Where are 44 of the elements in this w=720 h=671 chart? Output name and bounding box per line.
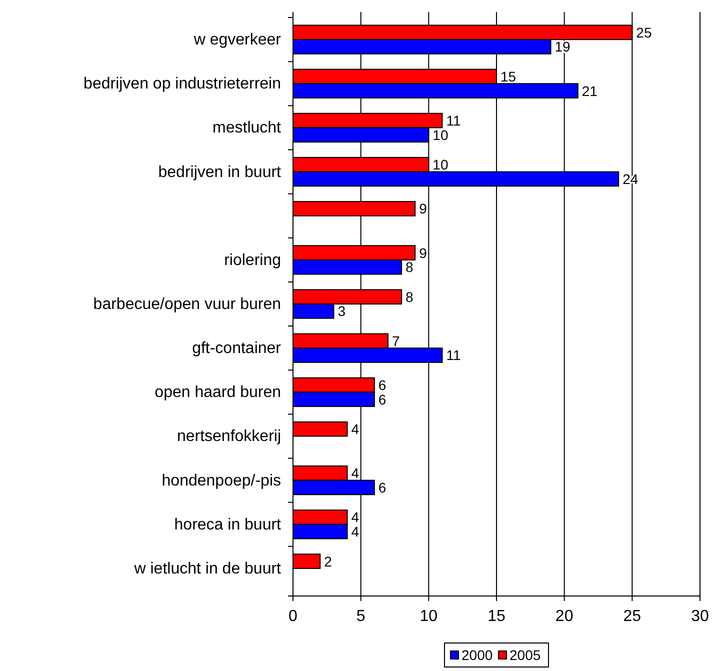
- data-label: 4: [351, 524, 360, 540]
- y-tick-label: w ietlucht in de buurt: [133, 560, 282, 578]
- data-label: 6: [378, 391, 386, 408]
- data-label: 21: [582, 82, 598, 99]
- x-tick-label: 10: [420, 608, 438, 625]
- data-label: 10: [432, 156, 448, 173]
- data-label: 4: [351, 509, 360, 526]
- data-label: 15: [500, 68, 516, 84]
- data-label: 9: [419, 244, 428, 261]
- y-tick-label: bedrijven op industrieterrein: [84, 76, 281, 93]
- x-tick-label: 15: [488, 608, 506, 625]
- data-label: 6: [378, 376, 386, 393]
- bar: [292, 554, 321, 569]
- y-tick-label: w egverkeer: [192, 32, 282, 49]
- x-tick-label: 20: [555, 608, 574, 625]
- y-tick-label: nertsenfokkerij: [176, 428, 281, 446]
- data-label: 3: [338, 303, 346, 320]
- bar: [292, 421, 348, 437]
- x-tick-label: 25: [623, 608, 642, 625]
- data-label: 11: [446, 112, 461, 129]
- data-label: 8: [406, 288, 414, 305]
- x-tick-label: 5: [356, 608, 366, 625]
- data-label: 7: [392, 332, 400, 349]
- data-label: 6: [378, 479, 386, 496]
- y-tick-label: mestlucht: [212, 120, 282, 137]
- x-tick-label: 30: [691, 608, 709, 625]
- y-tick-label: hondenpoep/-pis: [162, 472, 281, 490]
- y-tick-label: riolering: [224, 252, 281, 269]
- data-label: 8: [406, 259, 414, 276]
- data-label: 11: [446, 347, 461, 364]
- y-tick-label: horeca in buurt: [174, 516, 282, 534]
- y-tick-label: open haard buren: [154, 384, 281, 402]
- data-label: 9: [419, 200, 428, 217]
- data-label: 25: [636, 24, 652, 40]
- legend-label: 2005: [510, 647, 541, 663]
- y-tick-label: bedrijven in buurt: [158, 164, 282, 181]
- data-label: 4: [351, 465, 360, 482]
- x-tick-label: 0: [288, 608, 298, 625]
- data-label: 10: [432, 126, 448, 143]
- data-label: 2: [324, 553, 332, 570]
- y-tick-label: gft-container: [192, 340, 282, 358]
- y-tick-label: barbecue/open vuur buren: [93, 296, 281, 313]
- legend-label: 2000: [462, 647, 493, 663]
- data-label: 4: [351, 421, 360, 438]
